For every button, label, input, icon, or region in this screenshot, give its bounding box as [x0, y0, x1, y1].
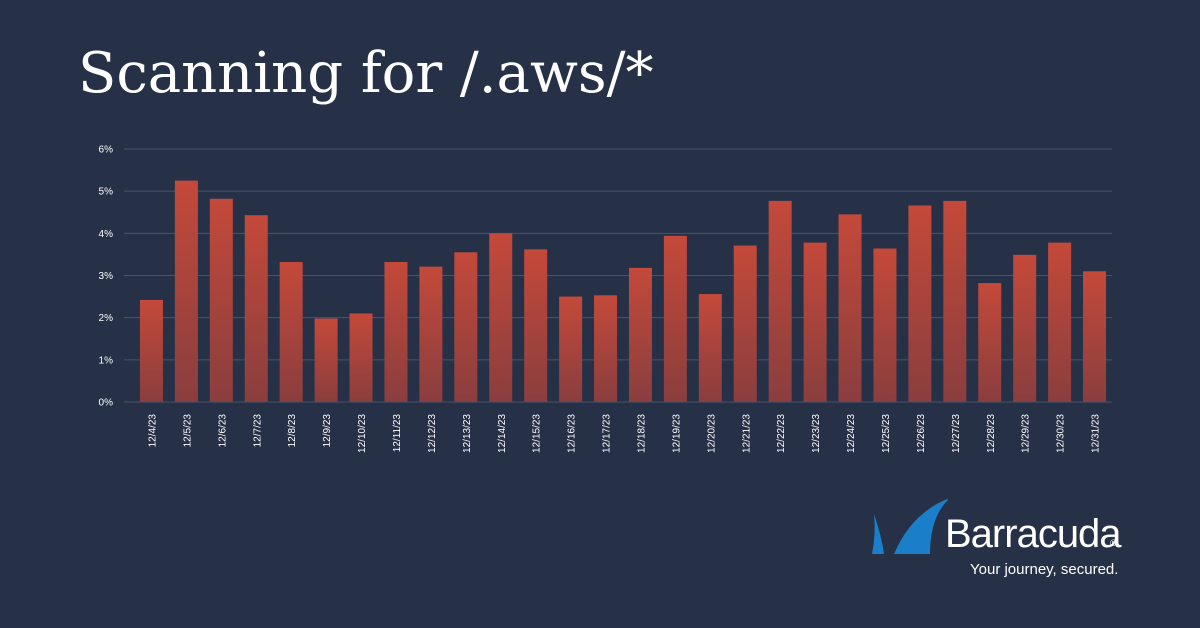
x-tick-label: 12/25/23: [881, 414, 892, 453]
bar-12-11-23: [384, 262, 408, 402]
y-tick-label: 6%: [99, 145, 114, 156]
x-tick-label: 12/12/23: [427, 414, 438, 453]
x-tick-label: 12/26/23: [916, 414, 927, 453]
logo-registered-mark: ®: [1110, 538, 1117, 548]
x-tick-label: 12/5/23: [182, 414, 193, 448]
bar-12-24-23: [838, 214, 862, 402]
x-tick-label: 12/4/23: [147, 414, 158, 448]
bar-12-8-23: [279, 262, 303, 402]
logo-wordmark: Barracuda: [945, 512, 1122, 556]
logo-tagline: Your journey, secured.: [970, 561, 1119, 578]
x-tick-label: 12/28/23: [986, 414, 997, 453]
x-tick-label: 12/13/23: [462, 414, 473, 453]
bar-12-29-23: [1013, 254, 1037, 402]
y-tick-label: 4%: [99, 229, 114, 240]
bar-12-27-23: [943, 200, 967, 402]
bar-12-26-23: [908, 205, 932, 402]
x-tick-label: 12/10/23: [357, 414, 368, 453]
bar-12-13-23: [454, 252, 478, 402]
x-tick-label: 12/7/23: [252, 414, 263, 448]
bar-12-5-23: [174, 180, 198, 402]
bar-12-25-23: [873, 248, 897, 402]
bar-12-7-23: [244, 215, 268, 402]
y-tick-label: 2%: [99, 313, 114, 324]
bar-12-6-23: [209, 198, 233, 402]
x-tick-label: 12/11/23: [392, 414, 403, 453]
bar-12-21-23: [733, 245, 757, 402]
x-tick-label: 12/29/23: [1021, 414, 1032, 453]
bar-12-23-23: [803, 242, 827, 402]
bar-12-20-23: [698, 294, 722, 402]
bar-12-30-23: [1048, 242, 1072, 402]
x-tick-label: 12/23/23: [811, 414, 822, 453]
x-tick-label: 12/9/23: [322, 414, 333, 448]
bar-12-17-23: [594, 295, 618, 402]
y-tick-label: 3%: [99, 271, 114, 282]
y-tick-label: 0%: [99, 398, 114, 409]
bar-12-31-23: [1083, 271, 1107, 402]
bar-12-16-23: [559, 296, 583, 402]
barracuda-logo: Barracuda ® Your journey, secured.: [868, 494, 1130, 584]
bar-12-12-23: [419, 266, 443, 402]
x-tick-label: 12/22/23: [776, 414, 787, 453]
bar-12-14-23: [489, 233, 513, 402]
bar-12-10-23: [349, 313, 373, 402]
x-tick-label: 12/21/23: [741, 414, 752, 453]
chart-title: Scanning for /.aws/*: [78, 41, 654, 106]
x-tick-label: 12/16/23: [567, 414, 578, 453]
bar-12-22-23: [768, 200, 792, 402]
barracuda-fin-icon: [872, 498, 948, 554]
x-tick-label: 12/30/23: [1056, 414, 1067, 453]
bar-12-4-23: [139, 299, 163, 402]
bar-12-28-23: [978, 283, 1002, 402]
x-tick-label: 12/8/23: [287, 414, 298, 448]
x-tick-label: 12/15/23: [532, 414, 543, 453]
x-tick-label: 12/20/23: [706, 414, 717, 453]
x-tick-label: 12/31/23: [1091, 414, 1102, 453]
x-tick-label: 12/6/23: [217, 414, 228, 448]
x-tick-label: 12/19/23: [671, 414, 682, 453]
x-tick-label: 12/24/23: [846, 414, 857, 453]
bar-12-9-23: [314, 318, 338, 402]
x-tick-label: 12/27/23: [951, 414, 962, 453]
bar-12-15-23: [524, 249, 548, 402]
y-tick-label: 5%: [99, 187, 114, 198]
x-tick-label: 12/17/23: [602, 414, 613, 453]
x-tick-label: 12/14/23: [497, 414, 508, 453]
bar-12-18-23: [628, 267, 652, 402]
bar-12-19-23: [663, 235, 687, 402]
y-tick-label: 1%: [99, 355, 114, 366]
x-tick-label: 12/18/23: [636, 414, 647, 453]
